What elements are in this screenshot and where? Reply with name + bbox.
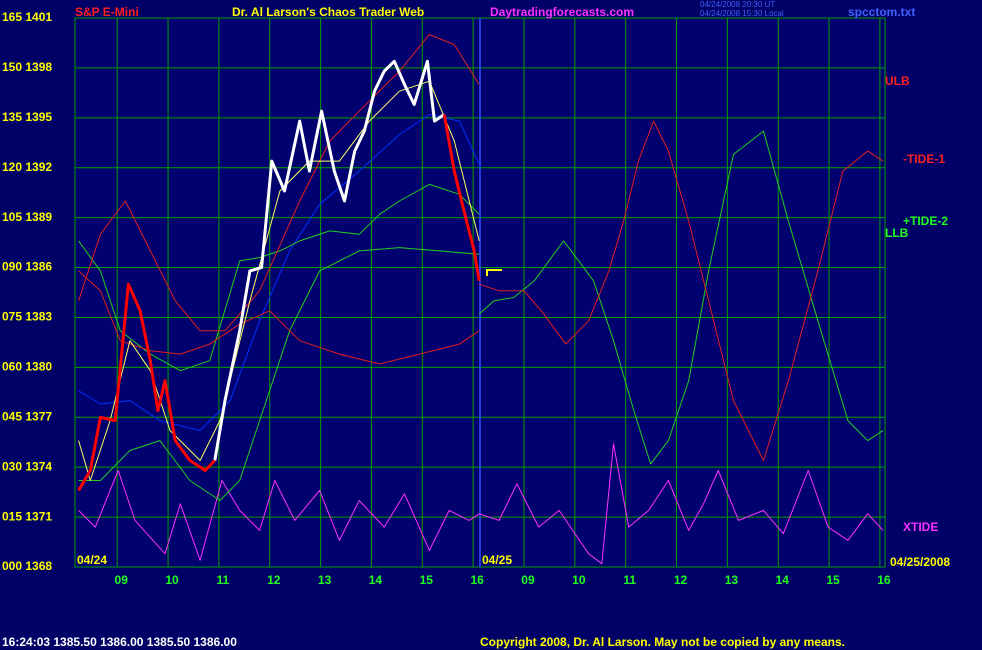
series-line	[78, 114, 480, 432]
header-text: spcctom.txt	[848, 5, 915, 19]
x-tick-label: 12	[267, 573, 281, 587]
footer-text: 16:24:03 1385.50 1386.00 1385.50 1386.00	[2, 635, 237, 649]
x-tick-label: 16	[877, 573, 891, 587]
x-tick-label: 11	[623, 573, 636, 587]
annotation: 04/24	[77, 553, 107, 567]
series-line	[78, 443, 884, 565]
series-line	[213, 59, 446, 461]
close-marker	[486, 269, 502, 276]
series-line	[478, 130, 884, 465]
series-line	[78, 270, 480, 365]
annotation: -TIDE-1	[903, 152, 945, 166]
x-tick-label: 09	[521, 573, 535, 587]
lines	[77, 34, 884, 565]
header-text: 04/24/2008 15:30 Local	[700, 9, 784, 18]
x-tick-label: 10	[165, 573, 179, 587]
header-text: Dr. Al Larson's Chaos Trader Web	[232, 5, 424, 19]
x-tick-label: 15	[826, 573, 840, 587]
footer-text: Copyright 2008, Dr. Al Larson. May not b…	[480, 635, 845, 649]
y-tick-label: 075 1383	[2, 310, 52, 324]
series-line	[78, 80, 480, 481]
annotation: ULB	[885, 74, 910, 88]
x-tick-label: 15	[420, 573, 434, 587]
y-tick-label: 045 1377	[2, 409, 52, 423]
y-tick-label: 090 1386	[2, 260, 52, 274]
x-tick-label: 14	[369, 573, 383, 587]
x-tick-label: 10	[572, 573, 586, 587]
x-tick-label: 11	[217, 573, 230, 587]
header-text: S&P E-Mini	[75, 5, 139, 19]
x-tick-label: 16	[470, 573, 484, 587]
labels: 000 1368 015 1371 030 1374 045 1377 060 1380…	[2, 0, 950, 649]
annotation: 04/25/2008	[890, 555, 950, 569]
y-tick-label: 135 1395	[2, 110, 52, 124]
y-tick-label: 150 1398	[2, 60, 52, 74]
y-tick-label: 000 1368	[2, 559, 52, 573]
annotation: LLB	[885, 226, 909, 240]
series-line	[78, 247, 480, 501]
header-text: 04/24/2008 20:30 UT	[700, 0, 775, 9]
y-tick-label: 030 1374	[2, 459, 52, 473]
x-tick-label: 09	[115, 573, 129, 587]
x-tick-label: 12	[674, 573, 688, 587]
header-text: Daytradingforecasts.com	[490, 5, 634, 19]
y-tick-label: 015 1371	[2, 509, 52, 523]
series-line	[77, 114, 481, 492]
y-tick-label: 165 1401	[2, 10, 52, 24]
y-tick-label: 060 1380	[2, 360, 52, 374]
series-line	[479, 120, 884, 461]
series-line	[78, 34, 480, 332]
y-tick-label: 120 1392	[2, 160, 52, 174]
series-line	[78, 183, 480, 372]
x-tick-label: 13	[318, 573, 332, 587]
annotation: XTIDE	[903, 520, 938, 534]
y-tick-label: 105 1389	[2, 210, 52, 224]
x-tick-label: 13	[725, 573, 739, 587]
annotation: 04/25	[482, 553, 512, 567]
annotation: +TIDE-2	[903, 214, 948, 228]
x-tick-label: 14	[776, 573, 790, 587]
